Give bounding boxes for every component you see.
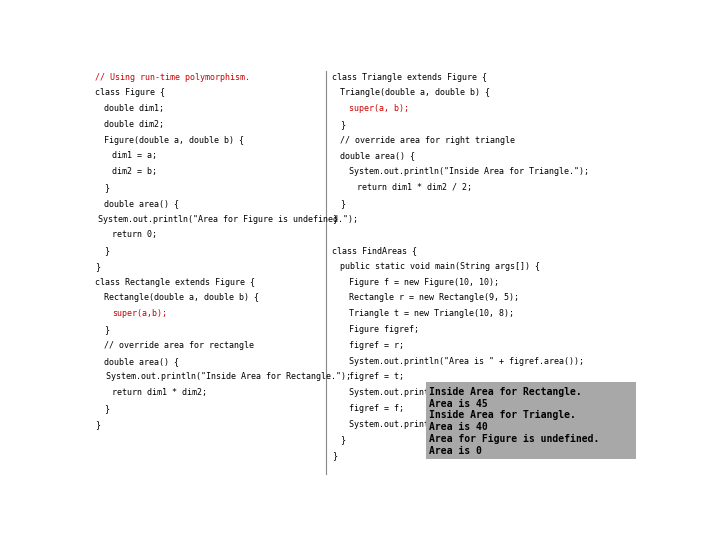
Text: double area() {: double area() { bbox=[104, 199, 179, 208]
Text: Rectangle(double a, double b) {: Rectangle(double a, double b) { bbox=[104, 294, 259, 302]
Text: }: } bbox=[104, 246, 109, 255]
Text: class Figure {: class Figure { bbox=[96, 88, 166, 97]
Text: return 0;: return 0; bbox=[112, 231, 158, 239]
Text: System.out.println("Area is " + figref.area());: System.out.println("Area is " + figref.a… bbox=[349, 388, 584, 397]
Text: Area is 45: Area is 45 bbox=[429, 399, 488, 408]
Text: }: } bbox=[96, 262, 100, 271]
Text: }: } bbox=[341, 199, 346, 208]
Text: }: } bbox=[104, 325, 109, 334]
Text: double dim1;: double dim1; bbox=[104, 104, 164, 113]
Text: super(a,b);: super(a,b); bbox=[112, 309, 168, 318]
Text: Area is 0: Area is 0 bbox=[429, 446, 482, 456]
Text: System.out.println("Inside Area for Rectangle.");: System.out.println("Inside Area for Rect… bbox=[106, 373, 351, 381]
Text: class Rectangle extends Figure {: class Rectangle extends Figure { bbox=[96, 278, 256, 287]
Text: Area for Figure is undefined.: Area for Figure is undefined. bbox=[429, 434, 600, 444]
Text: }: } bbox=[332, 451, 337, 460]
Text: return dim1 * dim2;: return dim1 * dim2; bbox=[112, 388, 207, 397]
Text: Figure(double a, double b) {: Figure(double a, double b) { bbox=[104, 136, 244, 145]
Text: Triangle t = new Triangle(10, 8);: Triangle t = new Triangle(10, 8); bbox=[349, 309, 514, 318]
Text: Figure f = new Figure(10, 10);: Figure f = new Figure(10, 10); bbox=[349, 278, 499, 287]
Text: Inside Area for Triangle.: Inside Area for Triangle. bbox=[429, 410, 576, 420]
Text: System.out.println("Area for Figure is undefined.");: System.out.println("Area for Figure is u… bbox=[98, 214, 358, 224]
Text: // override area for rectangle: // override area for rectangle bbox=[104, 341, 254, 350]
Text: return dim1 * dim2 / 2;: return dim1 * dim2 / 2; bbox=[357, 183, 472, 192]
Text: }: } bbox=[104, 404, 109, 413]
Text: class Triangle extends Figure {: class Triangle extends Figure { bbox=[332, 72, 487, 82]
Text: }: } bbox=[341, 436, 346, 444]
Text: Rectangle r = new Rectangle(9, 5);: Rectangle r = new Rectangle(9, 5); bbox=[349, 294, 519, 302]
Text: Triangle(double a, double b) {: Triangle(double a, double b) { bbox=[341, 88, 490, 97]
Text: }: } bbox=[332, 214, 337, 224]
Text: figref = r;: figref = r; bbox=[349, 341, 404, 350]
Text: double area() {: double area() { bbox=[104, 356, 179, 366]
Text: }: } bbox=[96, 420, 100, 429]
Text: Area is 40: Area is 40 bbox=[429, 422, 488, 432]
Text: System.out.println("Area is " + figref.area());: System.out.println("Area is " + figref.a… bbox=[349, 356, 584, 366]
Text: Inside Area for Rectangle.: Inside Area for Rectangle. bbox=[429, 387, 582, 397]
Text: super(a, b);: super(a, b); bbox=[349, 104, 409, 113]
Text: figref = t;: figref = t; bbox=[349, 373, 404, 381]
Text: // override area for right triangle: // override area for right triangle bbox=[341, 136, 516, 145]
Text: // Using run-time polymorphism.: // Using run-time polymorphism. bbox=[96, 72, 251, 82]
Text: dim1 = a;: dim1 = a; bbox=[112, 151, 158, 160]
Text: class FindAreas {: class FindAreas { bbox=[332, 246, 417, 255]
Text: System.out.println("Area is " + figref.area());: System.out.println("Area is " + figref.a… bbox=[349, 420, 584, 429]
Text: double area() {: double area() { bbox=[341, 151, 415, 160]
Bar bbox=[426, 382, 636, 459]
Text: double dim2;: double dim2; bbox=[104, 120, 164, 129]
Text: }: } bbox=[104, 183, 109, 192]
Text: System.out.println("Inside Area for Triangle.");: System.out.println("Inside Area for Tria… bbox=[349, 167, 589, 176]
FancyBboxPatch shape bbox=[86, 61, 652, 484]
Text: public static void main(String args[]) {: public static void main(String args[]) { bbox=[341, 262, 540, 271]
Text: Figure figref;: Figure figref; bbox=[349, 325, 419, 334]
Text: figref = f;: figref = f; bbox=[349, 404, 404, 413]
Text: dim2 = b;: dim2 = b; bbox=[112, 167, 158, 176]
Text: }: } bbox=[341, 120, 346, 129]
